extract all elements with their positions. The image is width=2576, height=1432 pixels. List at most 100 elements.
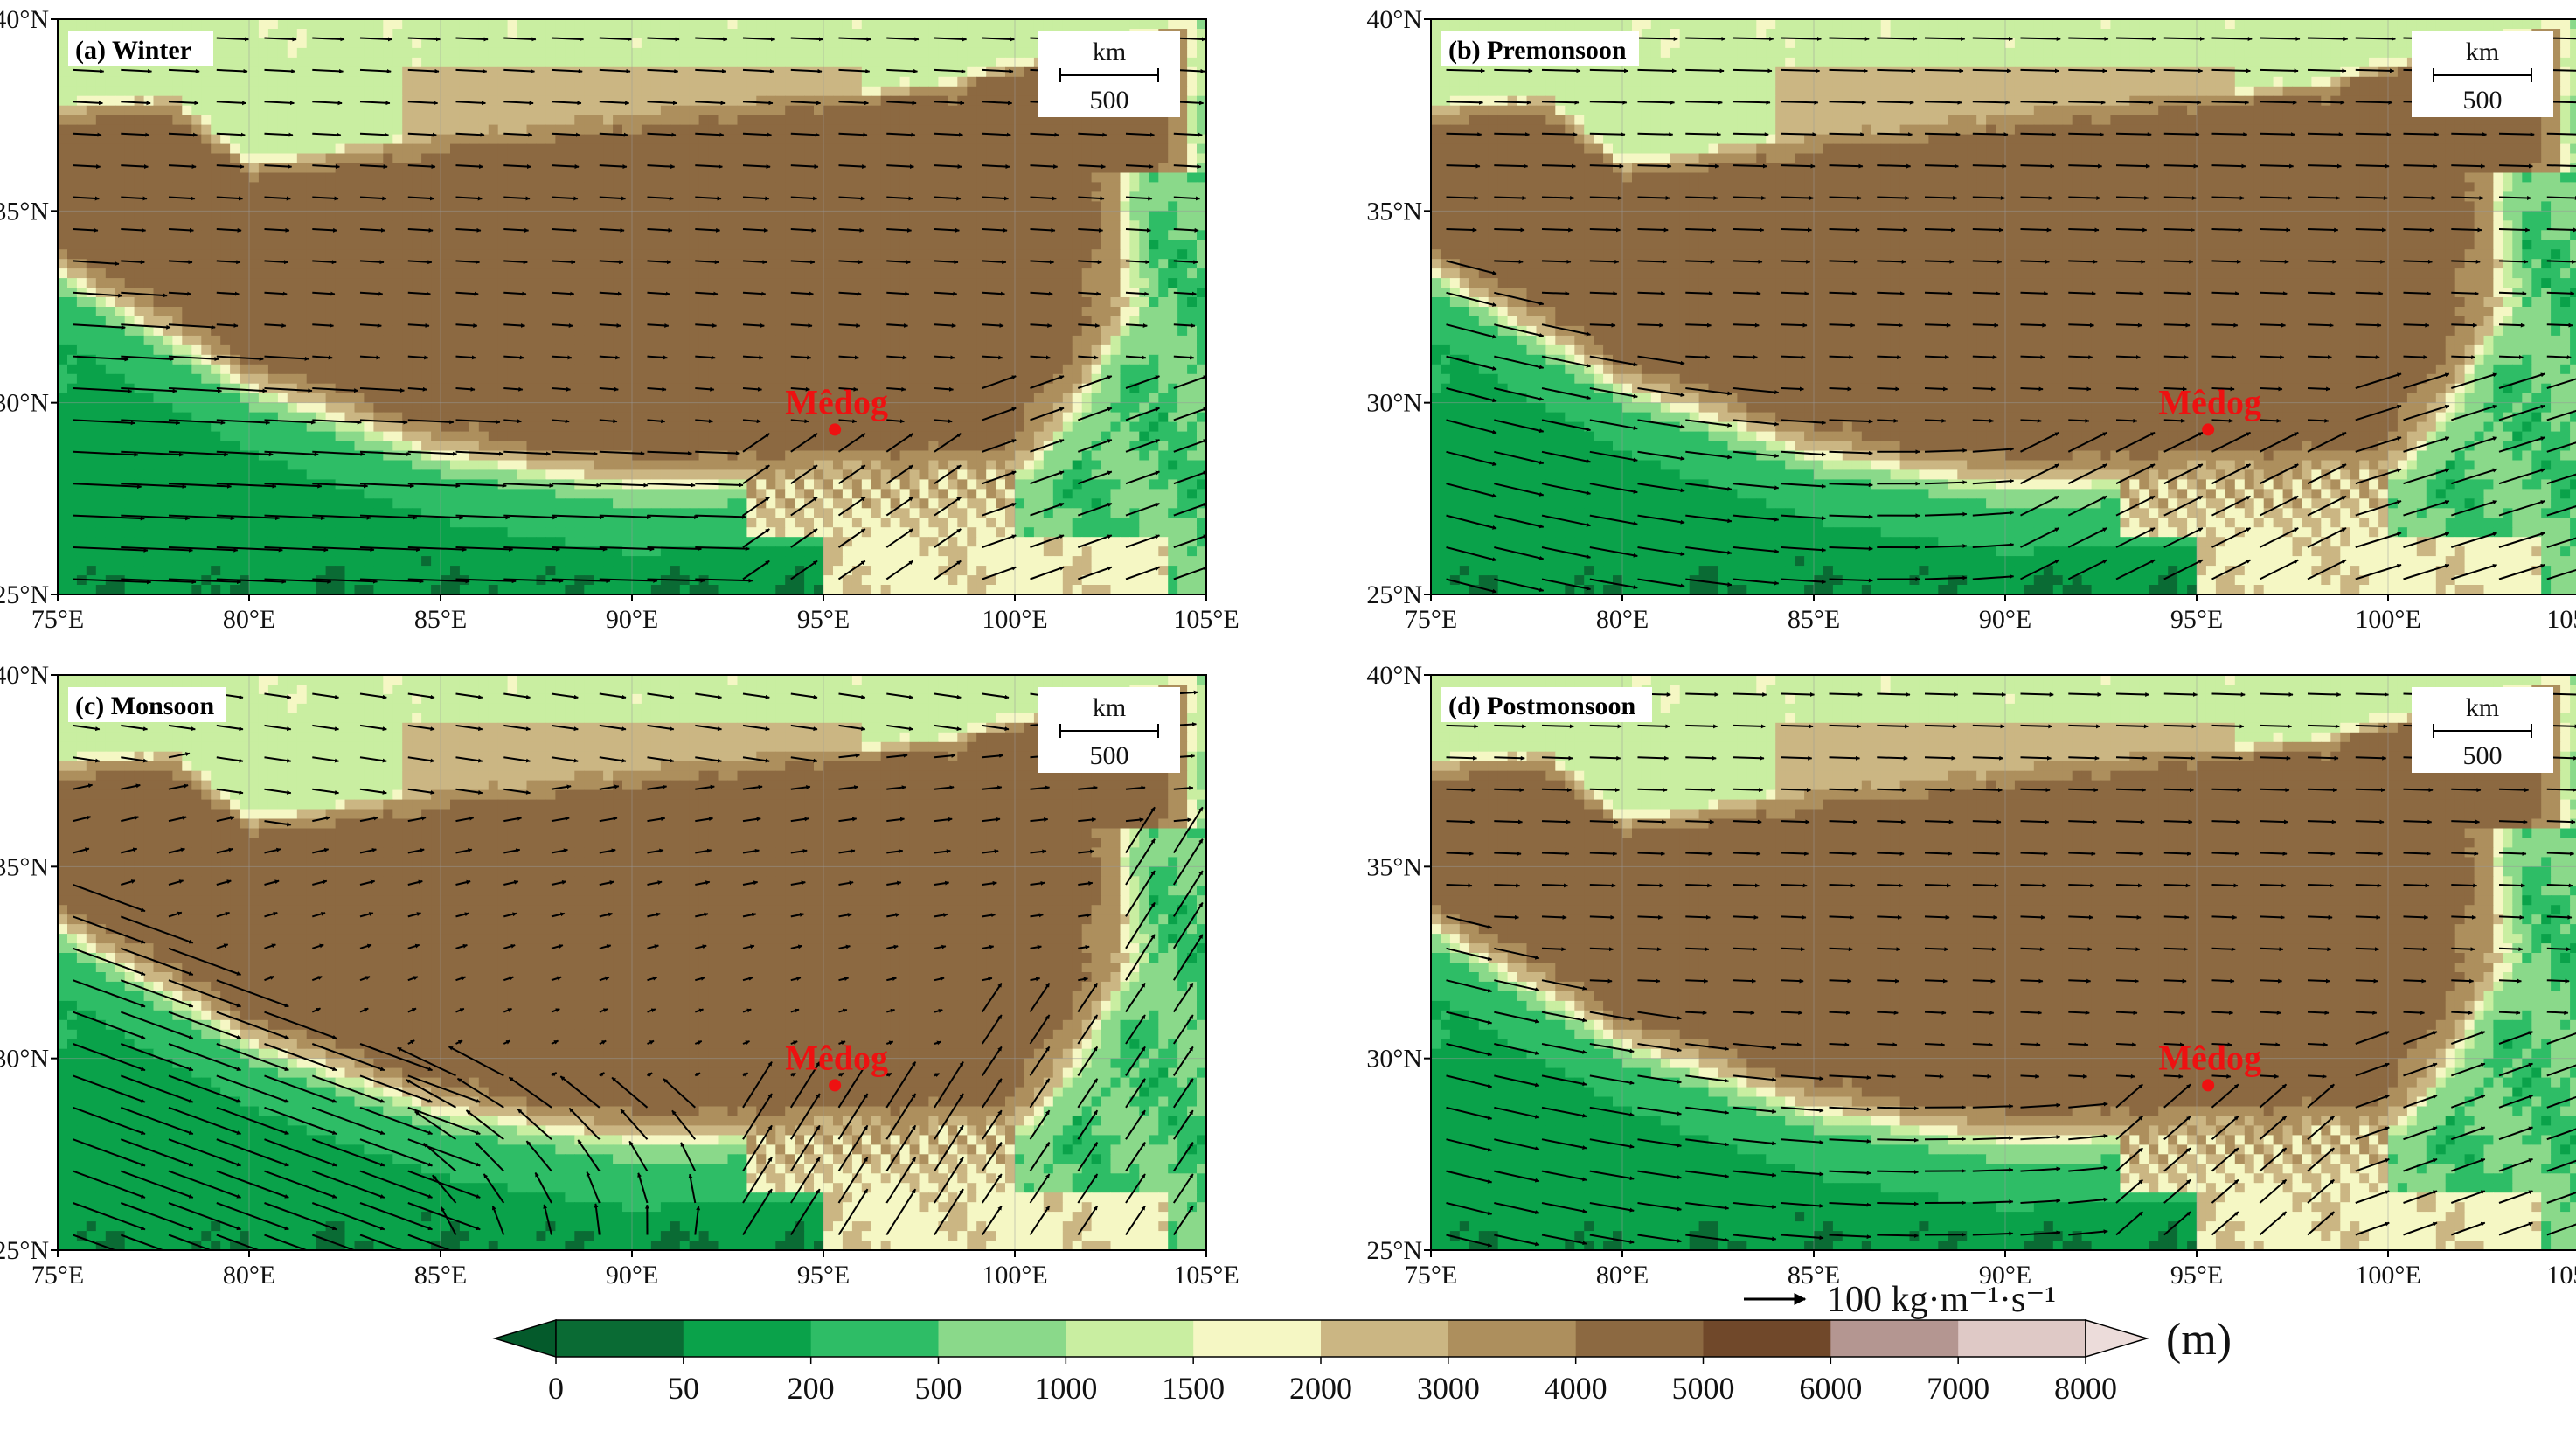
elevation-cell [1081,124,1093,136]
elevation-cell [536,220,546,231]
elevation-cell [392,124,403,136]
elevation-cell [191,143,202,155]
elevation-cell [316,393,327,404]
elevation-cell [718,182,728,192]
elevation-cell [249,249,260,260]
elevation-cell [67,288,78,298]
elevation-cell [277,57,288,68]
elevation-cell [833,383,844,394]
elevation-cell [880,230,892,240]
elevation-cell [1091,230,1102,240]
elevation-cell [1129,316,1140,327]
elevation-cell [689,307,700,317]
elevation-cell [1091,259,1102,269]
elevation-cell [967,249,977,260]
elevation-cell [899,211,911,221]
elevation-cell [555,201,566,212]
elevation-cell [823,86,834,97]
elevation-cell [679,307,691,317]
elevation-cell [163,95,173,107]
elevation-cell [1177,344,1188,356]
elevation-cell [287,316,298,327]
elevation-cell [172,211,183,221]
elevation-cell [296,268,308,279]
elevation-cell [163,316,173,327]
elevation-cell [1149,230,1159,240]
elevation-cell [412,393,422,404]
elevation-cell [488,364,499,375]
elevation-cell [182,191,192,202]
elevation-cell [67,182,78,192]
elevation-cell [230,307,240,317]
elevation-cell [957,134,968,145]
elevation-cell [526,259,537,269]
elevation-cell [613,259,623,269]
elevation-cell [584,86,594,97]
elevation-cell [459,163,470,174]
elevation-cell [240,134,250,145]
elevation-cell [698,76,710,87]
elevation-cell [441,230,451,240]
elevation-cell [172,249,183,260]
elevation-cell [851,19,863,30]
elevation-cell [1101,364,1111,375]
elevation-cell [115,182,126,192]
elevation-cell [354,47,365,59]
elevation-cell [364,19,374,30]
elevation-cell [536,288,546,298]
elevation-cell [785,268,795,279]
elevation-cell [909,288,920,298]
elevation-cell [431,38,441,49]
elevation-cell [1043,297,1054,308]
elevation-cell [383,364,393,375]
elevation-cell [967,230,977,240]
elevation-cell [948,76,958,87]
elevation-cell [756,76,767,87]
elevation-cell [679,220,691,231]
elevation-cell [402,105,413,116]
elevation-cell [861,163,872,174]
elevation-cell [277,316,288,327]
elevation-cell [459,402,470,414]
elevation-cell [95,115,107,126]
elevation-cell [163,383,173,394]
elevation-cell [756,172,767,184]
elevation-cell [402,297,413,308]
elevation-cell [1033,383,1045,394]
elevation-cell [996,335,1006,346]
elevation-cell [899,163,911,174]
elevation-cell [450,402,461,414]
elevation-cell [392,163,403,174]
elevation-cell [441,335,451,346]
elevation-cell [996,115,1006,126]
elevation-cell [708,86,719,97]
elevation-cell [95,364,107,375]
elevation-cell [814,220,824,231]
elevation-cell [670,412,681,423]
elevation-cell [115,76,126,87]
elevation-cell [211,115,221,126]
elevation-cell [698,307,710,317]
elevation-cell [1052,182,1064,192]
elevation-cell [1005,297,1016,308]
elevation-cell [441,182,451,192]
elevation-cell [526,325,537,337]
elevation-cell [938,354,948,365]
elevation-cell [267,182,279,192]
elevation-cell [603,335,614,346]
elevation-cell [756,182,767,192]
elevation-cell [478,335,490,346]
elevation-cell [641,57,652,68]
elevation-cell [555,373,566,385]
elevation-cell [1177,38,1188,49]
elevation-cell [708,57,719,68]
elevation-cell [76,278,87,288]
elevation-cell [727,143,738,155]
elevation-cell [1158,240,1169,250]
elevation-cell [450,76,461,87]
elevation-cell [526,172,537,184]
elevation-cell [718,47,728,59]
elevation-cell [325,182,337,192]
elevation-cell [632,402,642,414]
elevation-cell [909,29,920,39]
